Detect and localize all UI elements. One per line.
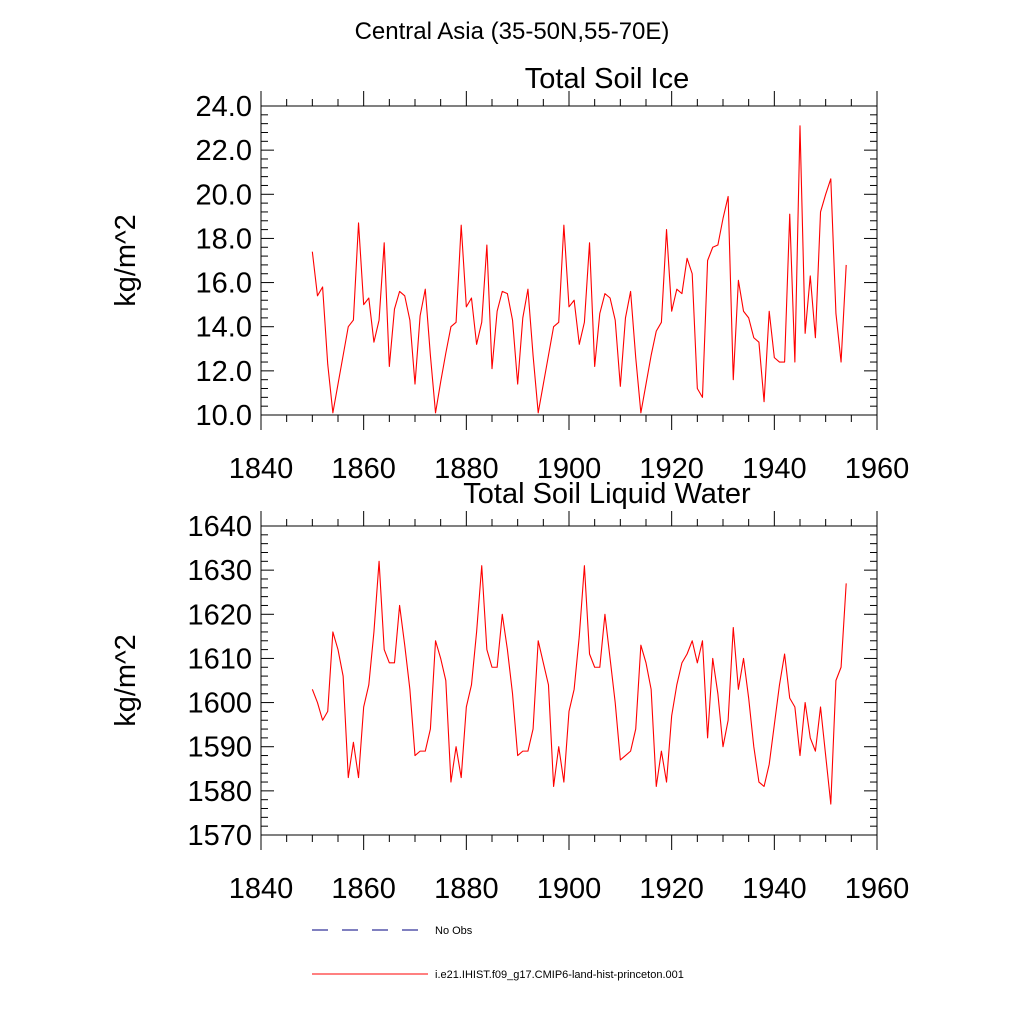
main-title: Central Asia (35-50N,55-70E) — [354, 18, 670, 45]
x-tick-label: 1960 — [845, 453, 910, 485]
series-line — [311, 125, 847, 414]
y-tick-label: 1610 — [187, 643, 252, 675]
x-tick-label: 1880 — [434, 873, 499, 905]
series-line — [311, 560, 847, 805]
y-tick-label: 12.0 — [196, 356, 252, 388]
legend-label: No Obs — [435, 925, 473, 937]
x-tick-label: 1940 — [742, 873, 807, 905]
y-tick-label: 1570 — [187, 820, 252, 852]
plot-frame — [260, 105, 878, 416]
x-tick-label: 1960 — [845, 873, 910, 905]
y-tick-label: 1630 — [187, 555, 252, 587]
y-tick-label: 18.0 — [196, 223, 252, 255]
chart-title: Total Soil Liquid Water — [463, 478, 751, 510]
x-tick-label: 1860 — [331, 873, 396, 905]
x-tick-label: 1900 — [537, 453, 602, 485]
y-tick-label: 1600 — [187, 688, 252, 720]
y-tick-label: 24.0 — [196, 91, 252, 123]
x-tick-label: 1840 — [229, 873, 294, 905]
y-tick-label: 22.0 — [196, 135, 252, 167]
x-tick-label: 1920 — [639, 453, 704, 485]
y-tick-label: 16.0 — [196, 268, 252, 300]
soil-liquid-water-panel: Total Soil Liquid Water kg/m^2 1840 1860 188… — [110, 478, 909, 905]
x-tick-label: 1940 — [742, 453, 807, 485]
y-tick-label: 10.0 — [196, 400, 252, 432]
y-axis-label: kg/m^2 — [110, 634, 142, 727]
y-tick-label: 1620 — [187, 599, 252, 631]
x-tick-label: 1880 — [434, 453, 499, 485]
legend: No Obs i.e21.IHIST.f09_g17.CMIP6-land-his… — [312, 925, 684, 981]
chart-title: Total Soil Ice — [525, 63, 689, 95]
y-axis-label: kg/m^2 — [110, 214, 142, 307]
y-tick-label: 1590 — [187, 732, 252, 764]
soil-ice-panel: Total Soil Ice kg/m^2 1840 1860 1880 1900 1920… — [110, 63, 909, 485]
y-tick-label: 1580 — [187, 776, 252, 808]
x-tick-label: 1840 — [229, 453, 294, 485]
y-tick-label: 14.0 — [196, 312, 252, 344]
x-tick-label: 1860 — [331, 453, 396, 485]
x-tick-label: 1920 — [639, 873, 704, 905]
y-tick-label: 1640 — [187, 511, 252, 543]
plot-frame — [260, 525, 878, 836]
legend-label: i.e21.IHIST.f09_g17.CMIP6-land-hist-prin… — [435, 969, 684, 981]
y-tick-label: 20.0 — [196, 179, 252, 211]
x-tick-label: 1900 — [537, 873, 602, 905]
